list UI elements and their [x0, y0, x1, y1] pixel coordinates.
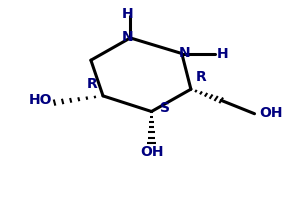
- Text: OH: OH: [259, 106, 283, 120]
- Text: S: S: [160, 101, 170, 115]
- Text: H: H: [217, 47, 228, 60]
- Text: N: N: [122, 30, 133, 44]
- Text: H: H: [122, 8, 133, 21]
- Text: N: N: [179, 46, 191, 60]
- Text: R: R: [87, 77, 98, 91]
- Text: OH: OH: [140, 145, 164, 159]
- Text: HO: HO: [29, 93, 53, 107]
- Text: R: R: [196, 70, 207, 84]
